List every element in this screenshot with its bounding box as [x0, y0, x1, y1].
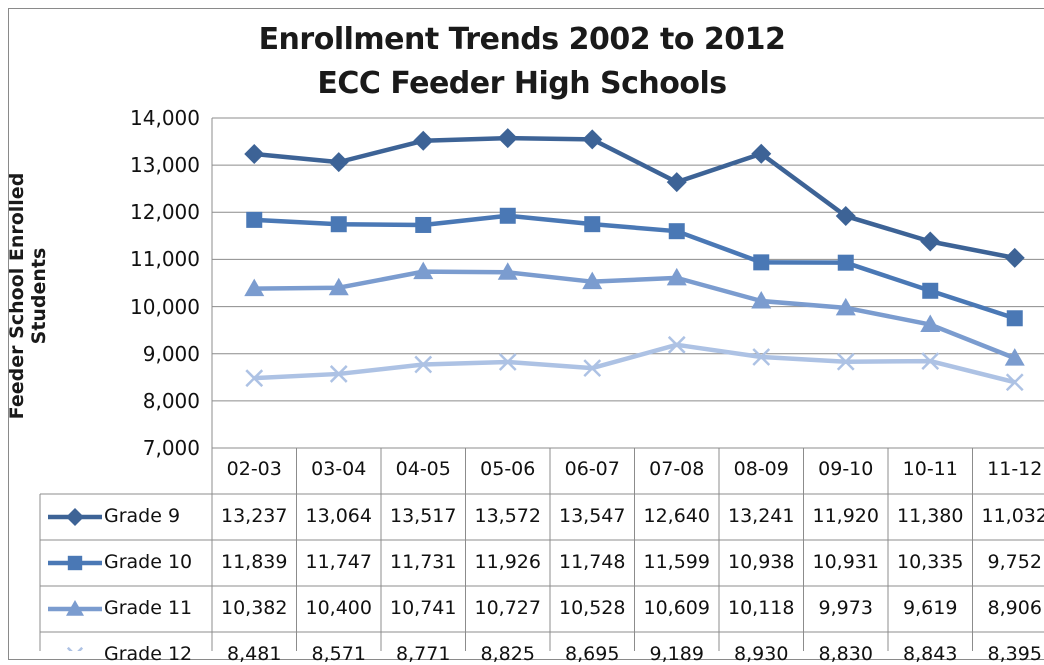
data-point [838, 255, 854, 271]
table-cell: 10,938 [719, 551, 804, 573]
table-cell: 11,380 [888, 505, 973, 527]
data-point [584, 216, 600, 232]
y-axis-label: Feeder School Enrolled Students [6, 136, 50, 456]
x-tick-label: 04-05 [381, 458, 466, 480]
table-cell: 13,517 [381, 505, 466, 527]
data-point [582, 129, 602, 149]
table-cell: 8,695 [550, 643, 635, 665]
table-cell: 10,741 [381, 597, 466, 619]
legend-label: Grade 11 [104, 597, 192, 619]
table-cell: 11,747 [297, 551, 382, 573]
table-cell: 8,571 [297, 643, 382, 665]
y-tick-label: 12,000 [100, 200, 200, 224]
data-point [68, 556, 82, 570]
x-tick-label: 03-04 [297, 458, 382, 480]
series-line [254, 345, 1015, 382]
table-cell: 12,640 [635, 505, 720, 527]
y-tick-label: 8,000 [100, 389, 200, 413]
table-cell: 8,830 [804, 643, 889, 665]
y-tick-label: 9,000 [100, 342, 200, 366]
x-tick-label: 02-03 [212, 458, 297, 480]
data-point [413, 131, 433, 151]
data-point [498, 128, 518, 148]
series-line [254, 272, 1015, 359]
table-cell: 10,609 [635, 597, 720, 619]
x-tick-label: 06-07 [550, 458, 635, 480]
x-tick-label: 11-12 [973, 458, 1044, 480]
data-point [669, 223, 685, 239]
data-point [415, 217, 431, 233]
x-tick-label: 09-10 [804, 458, 889, 480]
legend-label: Grade 12 [104, 643, 192, 665]
table-cell: 8,395 [973, 643, 1044, 665]
data-point [244, 144, 264, 164]
table-cell: 11,920 [804, 505, 889, 527]
data-point [1005, 248, 1025, 268]
table-cell: 8,771 [381, 643, 466, 665]
legend-label: Grade 10 [104, 551, 192, 573]
data-point [667, 172, 687, 192]
data-point [500, 208, 516, 224]
table-cell: 10,382 [212, 597, 297, 619]
table-cell: 13,572 [466, 505, 551, 527]
table-cell: 10,400 [297, 597, 382, 619]
x-tick-label: 08-09 [719, 458, 804, 480]
table-cell: 9,973 [804, 597, 889, 619]
chart-title: Enrollment Trends 2002 to 2012 [0, 22, 1044, 57]
table-cell: 9,619 [888, 597, 973, 619]
data-point [1007, 310, 1023, 326]
chart-subtitle: ECC Feeder High Schools [0, 66, 1044, 101]
table-cell: 11,839 [212, 551, 297, 573]
table-cell: 11,748 [550, 551, 635, 573]
table-cell: 8,825 [466, 643, 551, 665]
table-cell: 13,237 [212, 505, 297, 527]
table-cell: 11,926 [466, 551, 551, 573]
table-cell: 11,731 [381, 551, 466, 573]
table-cell: 13,064 [297, 505, 382, 527]
data-point [922, 283, 938, 299]
data-point [246, 212, 262, 228]
table-cell: 10,118 [719, 597, 804, 619]
table-cell: 11,599 [635, 551, 720, 573]
table-cell: 10,727 [466, 597, 551, 619]
x-tick-label: 10-11 [888, 458, 973, 480]
table-cell: 8,481 [212, 643, 297, 665]
series-line [254, 138, 1015, 258]
table-cell: 8,906 [973, 597, 1044, 619]
data-point [920, 232, 940, 252]
y-tick-label: 7,000 [100, 436, 200, 460]
y-tick-label: 10,000 [100, 295, 200, 319]
x-tick-label: 07-08 [635, 458, 720, 480]
legend-label: Grade 9 [104, 505, 180, 527]
y-tick-label: 11,000 [100, 247, 200, 271]
table-cell: 8,843 [888, 643, 973, 665]
data-point [329, 152, 349, 172]
table-cell: 10,335 [888, 551, 973, 573]
y-tick-label: 13,000 [100, 153, 200, 177]
table-cell: 9,189 [635, 643, 720, 665]
table-cell: 10,931 [804, 551, 889, 573]
data-point [331, 216, 347, 232]
table-cell: 13,547 [550, 505, 635, 527]
table-cell: 9,752 [973, 551, 1044, 573]
table-cell: 11,032 [973, 505, 1044, 527]
table-cell: 10,528 [550, 597, 635, 619]
table-cell: 8,930 [719, 643, 804, 665]
data-point [753, 254, 769, 270]
x-tick-label: 05-06 [466, 458, 551, 480]
y-tick-label: 14,000 [100, 106, 200, 130]
data-point [66, 508, 84, 526]
table-cell: 13,241 [719, 505, 804, 527]
